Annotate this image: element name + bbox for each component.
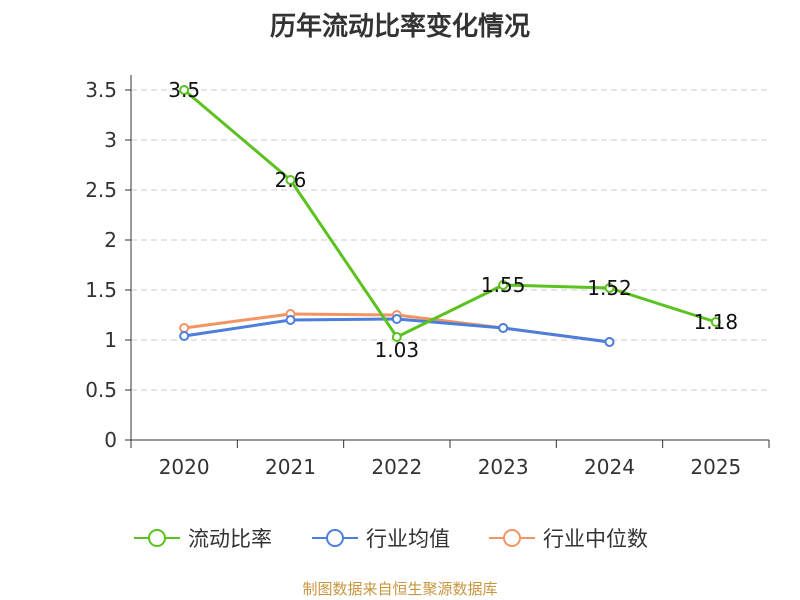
- data-source-note: 制图数据来自恒生聚源数据库: [302, 580, 498, 598]
- x-tick-label: 2020: [159, 455, 210, 479]
- data-point: [604, 337, 615, 347]
- data-point: [179, 331, 190, 341]
- legend: 流动比率 行业均值 行业中位数: [0, 518, 800, 558]
- data-label: 1.52: [587, 276, 632, 300]
- legend-item-industry-median[interactable]: 行业中位数: [489, 518, 648, 558]
- data-point: [710, 317, 721, 327]
- x-tick-label: 2023: [478, 455, 529, 479]
- legend-label-industry-median: 行业中位数: [543, 527, 648, 551]
- legend-item-current-ratio[interactable]: 流动比率: [134, 518, 272, 558]
- data-point: [391, 314, 402, 324]
- series-line: [183, 88, 717, 339]
- y-tick-label: 3: [104, 128, 117, 152]
- data-point: [604, 283, 615, 293]
- data-point: [179, 85, 190, 95]
- legend-label-industry-mean: 行业均值: [366, 527, 450, 551]
- y-tick-label: 2: [104, 228, 117, 252]
- legend-marker-industry-mean: [312, 529, 358, 547]
- data-label: 1.03: [375, 338, 420, 362]
- y-tick-label: 1.5: [85, 278, 117, 302]
- data-point: [285, 175, 296, 185]
- x-tick-label: 2025: [690, 455, 741, 479]
- data-point: [391, 332, 402, 342]
- x-tick-label: 2021: [265, 455, 316, 479]
- y-tick-label: 3.5: [85, 78, 117, 102]
- x-tick-label: 2022: [371, 455, 422, 479]
- y-tick-label: 0: [104, 428, 117, 452]
- data-label: 2.6: [275, 168, 307, 192]
- chart-title: 历年流动比率变化情况: [269, 12, 530, 42]
- legend-item-industry-mean[interactable]: 行业均值: [312, 518, 450, 558]
- data-point: [179, 323, 190, 333]
- y-tick-label: 0.5: [85, 378, 117, 402]
- legend-marker-current-ratio: [134, 529, 180, 547]
- data-point: [285, 315, 296, 325]
- legend-marker-industry-median: [489, 529, 535, 547]
- y-tick-label: 2.5: [85, 178, 117, 202]
- data-label: 1.55: [481, 273, 526, 297]
- data-label: 1.18: [694, 310, 739, 334]
- legend-label-current-ratio: 流动比率: [188, 527, 272, 551]
- data-label: 3.5: [168, 78, 200, 102]
- data-point: [498, 280, 509, 290]
- x-tick-label: 2024: [584, 455, 635, 479]
- data-point: [498, 323, 509, 333]
- y-tick-label: 1: [104, 328, 117, 352]
